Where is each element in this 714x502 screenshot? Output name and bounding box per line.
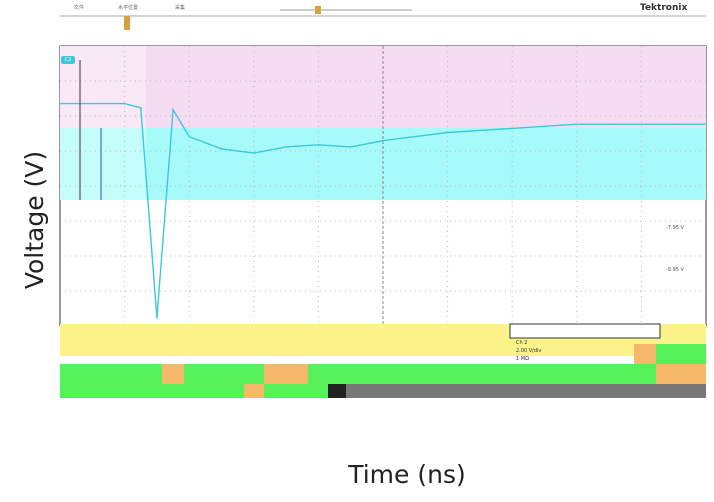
green-block-right <box>656 344 706 364</box>
orange-block-1 <box>162 364 184 384</box>
orange-block-2 <box>264 364 308 384</box>
channel-box-frame[interactable] <box>509 323 661 339</box>
channel-box-scale: 2.00 V/div <box>516 348 542 354</box>
series-point <box>576 123 578 126</box>
series-point <box>511 127 513 130</box>
series-point <box>705 123 707 126</box>
dark-block <box>328 384 346 398</box>
trigger-position-marker[interactable] <box>315 6 321 14</box>
channel-box-name: Ch 2 <box>516 340 528 346</box>
series-point <box>382 139 384 142</box>
series-point <box>285 146 287 148</box>
series-point <box>123 102 126 105</box>
series-point <box>220 148 223 150</box>
series-point <box>91 102 94 105</box>
menu-horizontal-position[interactable]: 水平位置 <box>118 5 139 11</box>
menu-file[interactable]: 文件 <box>74 5 85 11</box>
series-point <box>188 135 190 138</box>
right-readout-1: -7.95 V <box>666 225 684 231</box>
brand-logo-text: Tektronix <box>640 3 688 13</box>
series-point <box>414 135 417 138</box>
orange-block-3 <box>244 384 264 398</box>
trigger-marker[interactable] <box>124 16 130 30</box>
series-point <box>479 129 481 132</box>
series-point <box>349 146 352 148</box>
series-point <box>172 109 174 111</box>
series-point <box>59 102 61 105</box>
series-point <box>640 123 643 126</box>
series-point <box>446 131 449 134</box>
orange-block-4 <box>634 344 656 364</box>
orange-block-5 <box>656 364 706 384</box>
series-point <box>156 316 158 319</box>
series-point <box>139 106 142 109</box>
series-points <box>59 102 707 319</box>
menu-acquire[interactable]: 采集 <box>175 5 186 11</box>
series-point <box>543 125 546 128</box>
right-readout-2: -9.95 V <box>666 267 684 273</box>
series-point <box>317 144 320 146</box>
grid <box>60 46 706 326</box>
y-axis-label: Voltage (V) <box>20 150 49 290</box>
left-strip <box>60 46 146 200</box>
x-axis-label: Time (ns) <box>348 460 466 489</box>
channel-box-impedance: 1 MΩ <box>516 356 529 362</box>
gray-bar <box>346 384 706 398</box>
series-point <box>672 123 675 126</box>
channel-label: C2 <box>61 56 75 64</box>
series-point <box>608 123 610 126</box>
series-point <box>253 152 255 154</box>
